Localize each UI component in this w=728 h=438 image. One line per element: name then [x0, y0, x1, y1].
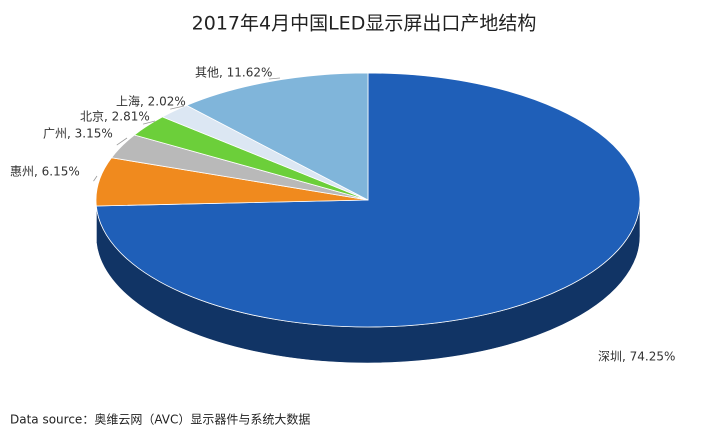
data-label: 深圳, 74.25% — [598, 350, 675, 364]
leader-line — [93, 175, 98, 182]
data-label: 上海, 2.02% — [116, 94, 186, 109]
source-note: Data source：奥维云网（AVC）显示器件与系统大数据 — [10, 412, 310, 427]
slice — [185, 72, 369, 201]
data-label: 广州, 3.15% — [43, 127, 113, 141]
data-label: 北京, 2.81% — [80, 110, 150, 124]
leader-line — [268, 77, 281, 80]
leader-line — [116, 137, 128, 146]
leader-line — [142, 120, 156, 125]
leader-line — [170, 105, 185, 110]
data-label: 其他, 11.62% — [195, 66, 272, 80]
chart-title: 2017年4月中国LED显示屏出口产地结构 — [192, 13, 537, 35]
data-label: 惠州, 6.15% — [10, 165, 80, 179]
